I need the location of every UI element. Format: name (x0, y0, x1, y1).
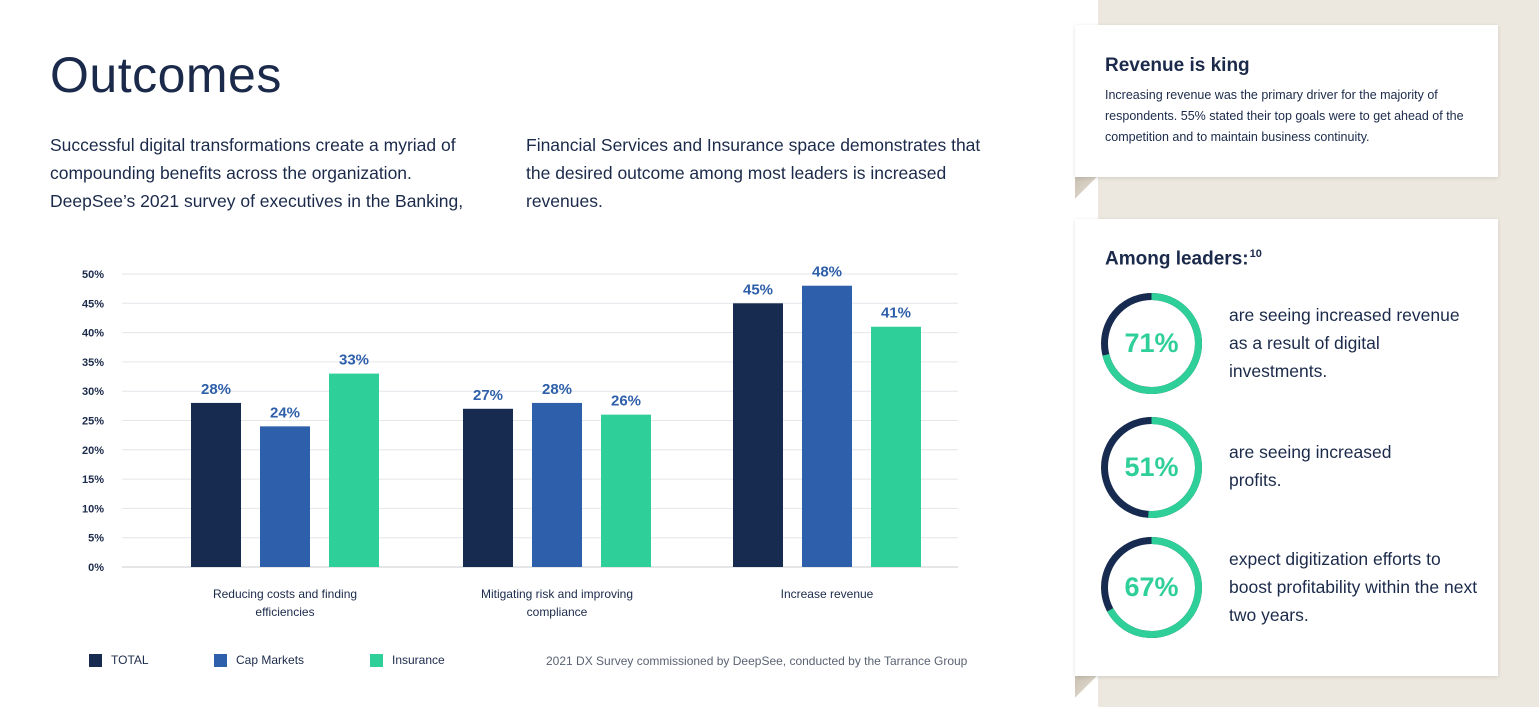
stat-value: 51% (1124, 452, 1179, 482)
stat-value: 71% (1124, 328, 1179, 358)
data-label: 26% (611, 393, 641, 410)
y-tick-label: 45% (82, 298, 104, 310)
bar (871, 326, 921, 567)
y-tick-label: 40% (82, 328, 104, 340)
legend-label-insurance: Insurance (392, 653, 445, 667)
x-category-label: Increase revenue (781, 587, 874, 601)
legend-swatch-cap-markets (214, 653, 227, 667)
intro-paragraph-col2: Financial Services and Insurance space d… (526, 135, 981, 211)
bar (601, 414, 651, 567)
chart-source-note: 2021 DX Survey commissioned by DeepSee, … (546, 654, 968, 668)
bar (733, 303, 783, 567)
bar (329, 373, 379, 567)
data-label: 41% (881, 305, 911, 322)
bar (802, 285, 852, 567)
y-tick-label: 20% (82, 445, 104, 457)
leaders-card: Among leaders:10 71% are seeing increase… (1075, 219, 1498, 676)
data-label: 24% (270, 404, 300, 421)
y-tick-label: 25% (82, 416, 104, 428)
page-title: Outcomes (50, 47, 282, 103)
x-category-label: Mitigating risk and improving (481, 587, 633, 601)
data-label: 27% (473, 387, 503, 404)
data-label: 28% (542, 381, 572, 398)
stat-value: 67% (1124, 572, 1179, 602)
legend-item-total: TOTAL (89, 653, 149, 667)
y-tick-label: 15% (82, 474, 104, 486)
stat-description: expect digitization efforts to boost pro… (1229, 549, 1478, 625)
footnote-ref: 10 (1249, 248, 1262, 260)
donut-ring-icon (1101, 417, 1202, 518)
stat-description: are seeing increased profits. (1229, 442, 1392, 490)
data-label: 33% (339, 352, 369, 369)
x-category-label: Reducing costs and finding (213, 587, 357, 601)
bar (260, 426, 310, 567)
legend-label-total: TOTAL (111, 653, 149, 667)
y-tick-label: 10% (82, 503, 104, 515)
card-fold-shadow (1075, 676, 1097, 698)
y-tick-label: 0% (88, 562, 104, 574)
legend-item-cap-markets: Cap Markets (214, 653, 304, 667)
bar-chart: 0% 5% 10% 15% 20% 25% 30% 35% 40% 45% 50% 28% 27% 45%… (82, 264, 958, 619)
donut-ring-icon (1101, 537, 1202, 638)
bar (532, 402, 582, 567)
revenue-card-heading: Revenue is king (1105, 55, 1250, 76)
legend-swatch-insurance (370, 653, 383, 667)
bar (191, 402, 241, 567)
data-label: 48% (812, 264, 842, 281)
y-tick-label: 30% (82, 386, 104, 398)
legend-label-cap-markets: Cap Markets (236, 653, 305, 667)
leaders-card-heading: Among leaders:10 (1105, 248, 1262, 270)
stat-revenue: 71% are seeing increased revenue as a re… (1099, 291, 1489, 396)
x-category-label: compliance (527, 605, 588, 619)
revenue-card-body: Increasing revenue was the primary drive… (1105, 88, 1464, 144)
revenue-card: Revenue is king Increasing revenue was t… (1075, 25, 1498, 177)
y-tick-label: 50% (82, 269, 104, 281)
intro-paragraph-col1: Successful digital transformations creat… (50, 135, 464, 211)
stat-profitability: 67% expect digitization efforts to boost… (1099, 535, 1489, 640)
y-tick-label: 35% (82, 357, 104, 369)
stat-profits: 51% are seeing increased profits. (1099, 415, 1489, 520)
legend-item-insurance: Insurance (370, 653, 445, 667)
donut-ring-icon (1101, 293, 1202, 394)
data-label: 45% (743, 281, 773, 298)
x-category-label: efficiencies (255, 605, 314, 619)
data-label: 28% (201, 381, 231, 398)
leaders-heading-text: Among leaders: (1105, 248, 1249, 270)
card-fold-shadow (1075, 177, 1097, 199)
y-tick-label: 5% (88, 533, 104, 545)
stat-description: are seeing increased revenue as a result… (1229, 305, 1460, 381)
legend-swatch-total (89, 653, 102, 667)
bar (463, 408, 513, 567)
